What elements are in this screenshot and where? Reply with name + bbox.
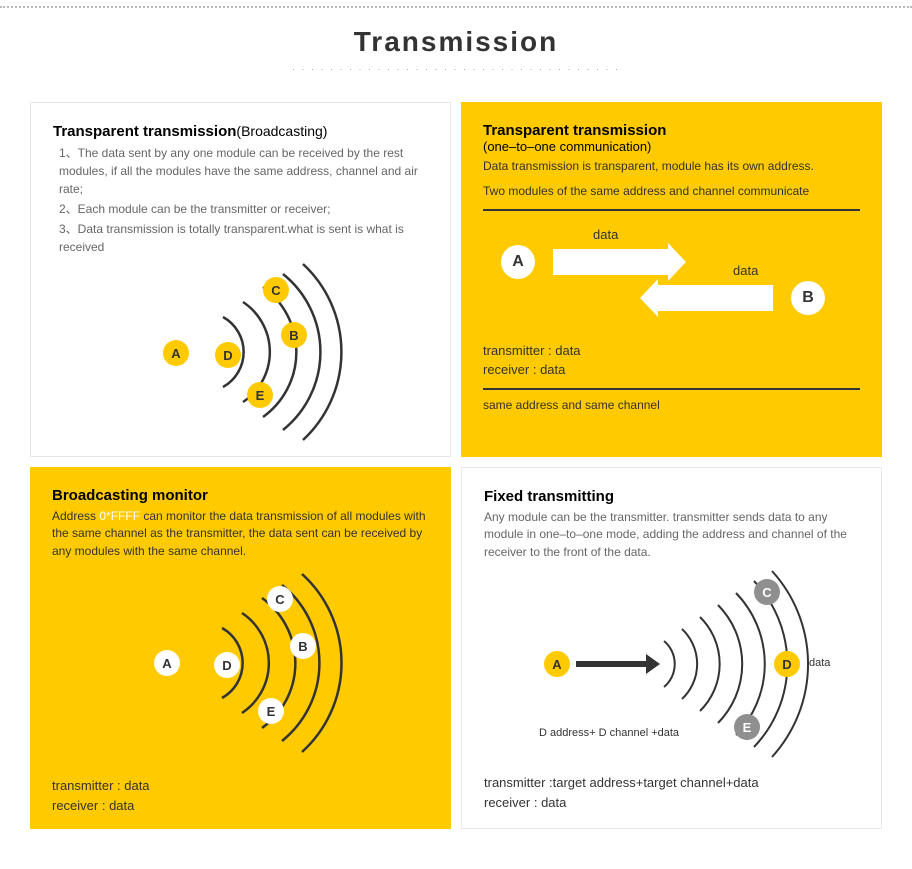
panel-broadcast-title: Transparent transmission(Broadcasting) bbox=[53, 123, 428, 140]
desc-highlight: 0*FFFF bbox=[99, 509, 140, 523]
rx-line: receiver : data bbox=[484, 793, 859, 813]
panel-grid: Transparent transmission(Broadcasting) 1… bbox=[0, 102, 912, 849]
node-e: E bbox=[734, 714, 760, 740]
tx-rx-block: transmitter : data receiver : data bbox=[52, 776, 429, 815]
node-c: C bbox=[754, 579, 780, 605]
list-item: 3、Data transmission is totally transpare… bbox=[59, 220, 428, 256]
panel-monitor: Broadcasting monitor Address 0*FFFF can … bbox=[30, 467, 451, 829]
monitor-desc: Address 0*FFFF can monitor the data tran… bbox=[52, 508, 429, 560]
node-e: E bbox=[247, 382, 273, 408]
node-a: A bbox=[544, 651, 570, 677]
wave-arcs-icon bbox=[52, 568, 432, 758]
p2p-footnote: same address and same channel bbox=[483, 398, 860, 412]
tx-line: transmitter :target address+target chann… bbox=[484, 773, 859, 793]
rx-line: receiver : data bbox=[483, 360, 860, 380]
monitor-wave-diagram: A D C B E bbox=[52, 568, 429, 758]
title-sub: (one–to–one communication) bbox=[483, 139, 860, 154]
p2p-desc1: Data transmission is transparent, module… bbox=[483, 158, 860, 175]
title-main: Transparent transmission bbox=[483, 122, 860, 139]
title-sub: (Broadcasting) bbox=[236, 123, 327, 139]
broadcast-wave-diagram: A D C B E bbox=[53, 262, 428, 442]
panel-fixed-title: Fixed transmitting bbox=[484, 488, 859, 505]
p2p-desc2: Two modules of the same address and chan… bbox=[483, 183, 860, 200]
title-main: Transparent transmission bbox=[53, 123, 236, 140]
top-divider bbox=[0, 6, 912, 8]
node-d: D bbox=[214, 652, 240, 678]
broadcast-list: 1、The data sent by any one module can be… bbox=[53, 144, 428, 256]
node-c: C bbox=[263, 277, 289, 303]
path-label: D address+ D channel +data bbox=[539, 727, 679, 739]
p2p-diagram: A data data B bbox=[483, 223, 860, 333]
node-a: A bbox=[501, 245, 535, 279]
node-e: E bbox=[258, 698, 284, 724]
panel-p2p-title: Transparent transmission (one–to–one com… bbox=[483, 122, 860, 154]
rx-line: receiver : data bbox=[52, 796, 429, 816]
node-d: D bbox=[215, 342, 241, 368]
node-b: B bbox=[290, 633, 316, 659]
node-c: C bbox=[267, 586, 293, 612]
node-a: A bbox=[154, 650, 180, 676]
data-label: data bbox=[809, 657, 830, 669]
data-label-1: data bbox=[593, 227, 618, 242]
arrow-right-icon bbox=[553, 249, 668, 275]
arrow-left-icon bbox=[658, 285, 773, 311]
wave-arcs-icon bbox=[53, 262, 433, 442]
data-label-2: data bbox=[733, 263, 758, 278]
divider bbox=[483, 209, 860, 211]
node-b: B bbox=[281, 322, 307, 348]
fixed-wave-diagram: A C D E data D address+ D channel +data bbox=[484, 569, 859, 759]
title-underline: · · · · · · · · · · · · · · · · · · · · … bbox=[0, 64, 912, 74]
tx-rx-block: transmitter :target address+target chann… bbox=[484, 773, 859, 812]
page-title: Transmission bbox=[0, 26, 912, 58]
panel-p2p: Transparent transmission (one–to–one com… bbox=[461, 102, 882, 457]
tx-line: transmitter : data bbox=[52, 776, 429, 796]
node-d: D bbox=[774, 651, 800, 677]
fixed-desc: Any module can be the transmitter. trans… bbox=[484, 509, 859, 561]
node-b: B bbox=[791, 281, 825, 315]
panel-monitor-title: Broadcasting monitor bbox=[52, 487, 429, 504]
panel-fixed: Fixed transmitting Any module can be the… bbox=[461, 467, 882, 829]
desc-pre: Address bbox=[52, 509, 99, 523]
node-a: A bbox=[163, 340, 189, 366]
panel-broadcast: Transparent transmission(Broadcasting) 1… bbox=[30, 102, 451, 457]
tx-line: transmitter : data bbox=[483, 341, 860, 361]
list-item: 2、Each module can be the transmitter or … bbox=[59, 200, 428, 218]
divider bbox=[483, 388, 860, 390]
list-item: 1、The data sent by any one module can be… bbox=[59, 144, 428, 198]
tx-rx-block: transmitter : data receiver : data bbox=[483, 341, 860, 380]
arrow-right-icon bbox=[576, 661, 646, 667]
